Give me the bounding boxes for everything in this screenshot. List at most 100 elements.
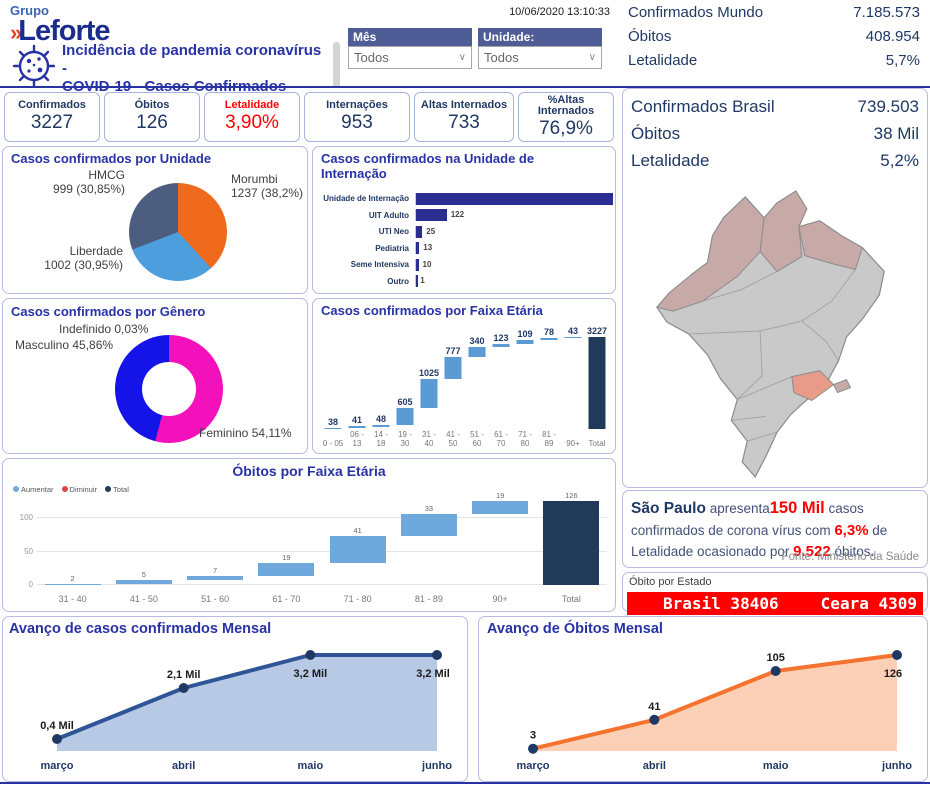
slicer-unidade-dropdown[interactable]: Todos ∨: [478, 46, 602, 69]
waterfall-column: 340 51 - 60: [465, 323, 489, 449]
bar-track: 782: [415, 192, 613, 205]
waterfall-bar[interactable]: [329, 535, 386, 563]
source-note: Fonte: Ministério da Saúde: [781, 551, 919, 563]
waterfall-column: 7 51 - 60: [180, 501, 251, 605]
pie-chart-unidade[interactable]: [129, 183, 227, 281]
waterfall-bar[interactable]: [564, 336, 582, 339]
waterfall-bar[interactable]: [372, 425, 390, 427]
virus-icon: [12, 44, 56, 88]
waterfall-bar[interactable]: [44, 583, 101, 585]
chart-title: Avanço de Óbitos Mensal: [487, 621, 663, 637]
kpi-confirmados: Confirmados 3227: [4, 92, 100, 142]
waterfall-bar[interactable]: [444, 356, 462, 379]
logo-grupo-text: Grupo: [10, 3, 49, 18]
grid-line: [37, 584, 607, 585]
bar[interactable]: [416, 192, 613, 205]
x-axis-label: Total: [561, 594, 581, 605]
x-axis-label: 41 - 50: [446, 430, 460, 449]
waterfall-bar[interactable]: [588, 337, 606, 429]
scrollbar[interactable]: [333, 42, 340, 88]
bar-row[interactable]: Pediatria 13: [317, 241, 613, 256]
waterfall-bar[interactable]: [540, 338, 558, 341]
bar[interactable]: [416, 258, 419, 271]
waterfall-bar[interactable]: [420, 378, 438, 409]
stat-row: Confirmados Brasil 739.503: [631, 97, 919, 116]
waterfall-bar[interactable]: [348, 426, 366, 428]
donut-chart-genero[interactable]: [115, 335, 223, 443]
bar-row[interactable]: Outro 1: [317, 274, 613, 289]
waterfall-column: 605 19 - 30: [393, 323, 417, 449]
waterfall-bar[interactable]: [472, 501, 529, 514]
waterfall-bar[interactable]: [324, 427, 342, 429]
bar-row[interactable]: UIT Adulto 122: [317, 208, 613, 223]
x-axis-label: 51 - 60: [201, 594, 230, 605]
stat-row: Confirmados Mundo 7.185.573: [628, 4, 920, 21]
bar[interactable]: [416, 242, 420, 255]
waterfall-bar[interactable]: [258, 563, 315, 576]
bar-row[interactable]: Seme Intensiva 10: [317, 257, 613, 272]
x-axis-label: 51 - 60: [470, 430, 484, 449]
data-point[interactable]: [528, 743, 538, 754]
waterfall-bar[interactable]: [115, 580, 172, 584]
area-chart-casos-mensal[interactable]: 0,4 Mil março 2,1 Mil abril 3,2 Mil maio 3,2 M…: [7, 643, 463, 777]
y-axis-label: Seme Intensiva: [350, 260, 409, 270]
bar-value-label: 10: [422, 259, 432, 269]
waterfall-column: 123 61 - 70: [489, 323, 513, 449]
panel-casos-internacao: Casos confirmados na Unidade de Internaç…: [312, 146, 616, 294]
bar[interactable]: [416, 225, 423, 238]
data-point[interactable]: [178, 683, 189, 693]
bar-track: 10: [415, 258, 613, 271]
data-point[interactable]: [432, 650, 442, 660]
bar-value-label: 19: [495, 491, 505, 500]
data-point[interactable]: [892, 650, 902, 660]
waterfall-column: 777 41 - 50: [441, 323, 465, 449]
waterfall-bar[interactable]: [516, 340, 534, 344]
waterfall-bar[interactable]: [187, 575, 244, 581]
waterfall-column: 41 06 - 13: [345, 323, 369, 449]
y-axis-tick: 50: [24, 546, 33, 556]
chevron-down-icon: ∨: [588, 52, 596, 63]
y-axis-tick: 0: [28, 580, 33, 589]
brazil-map[interactable]: [643, 181, 911, 481]
slicer-mes-dropdown[interactable]: Todos ∨: [348, 46, 472, 69]
x-axis-label: 90+: [492, 594, 508, 605]
brasil-stats: Confirmados Brasil 739.503 Óbitos 38 Mil L…: [631, 97, 919, 178]
bar-value-label: 43: [567, 325, 578, 336]
area-chart-obitos-mensal[interactable]: 3 março 41 abril 105 maio 126 junho: [483, 643, 923, 777]
bar-value-label: 777: [445, 345, 461, 356]
bar-value-label: 1025: [418, 367, 440, 378]
bar-row[interactable]: UTI Neo 25: [317, 224, 613, 239]
bar-track: 122: [415, 209, 613, 222]
waterfall-bar[interactable]: [400, 513, 457, 536]
slicer-mes-header: Mês: [348, 28, 472, 46]
y-axis-label: Pediatria: [375, 243, 409, 253]
state-sao-paulo[interactable]: [791, 370, 835, 402]
bar[interactable]: [416, 209, 447, 222]
waterfall-bar[interactable]: [468, 347, 486, 357]
waterfall-bar[interactable]: [543, 501, 600, 585]
bar[interactable]: [416, 275, 418, 288]
waterfall-column: 109 71 - 80: [513, 323, 537, 449]
waterfall-bar[interactable]: [396, 408, 414, 426]
bar-value-label: 122: [450, 210, 465, 220]
point-label: 2,1 Mil: [167, 669, 201, 681]
bar-value-label: 19: [282, 553, 291, 562]
x-axis-label: 61 - 70: [494, 430, 508, 449]
panel-casos-por-genero: Casos confirmados por Gênero Indefinido …: [2, 298, 308, 454]
waterfall-bar[interactable]: [492, 343, 510, 348]
bar-row[interactable]: Unidade de Internação 782: [317, 191, 613, 206]
bar-track: 1: [415, 275, 613, 288]
bar-value-label: 41: [353, 525, 362, 535]
waterfall-column: 5 41 - 50: [108, 501, 179, 605]
x-axis-label: maio: [297, 760, 323, 772]
panel-ticker: Óbito por Estado Brasil 38406 Ceara 4309: [622, 572, 928, 615]
data-point[interactable]: [52, 734, 62, 744]
data-point[interactable]: [649, 714, 660, 725]
state-rio[interactable]: [832, 379, 852, 394]
data-point[interactable]: [305, 650, 316, 660]
x-axis-label: abril: [643, 760, 666, 772]
data-point[interactable]: [770, 666, 781, 676]
legend-item: Aumentar: [13, 485, 54, 494]
state-amazonas[interactable]: [655, 196, 765, 312]
bar-value-label: 126: [565, 491, 578, 500]
